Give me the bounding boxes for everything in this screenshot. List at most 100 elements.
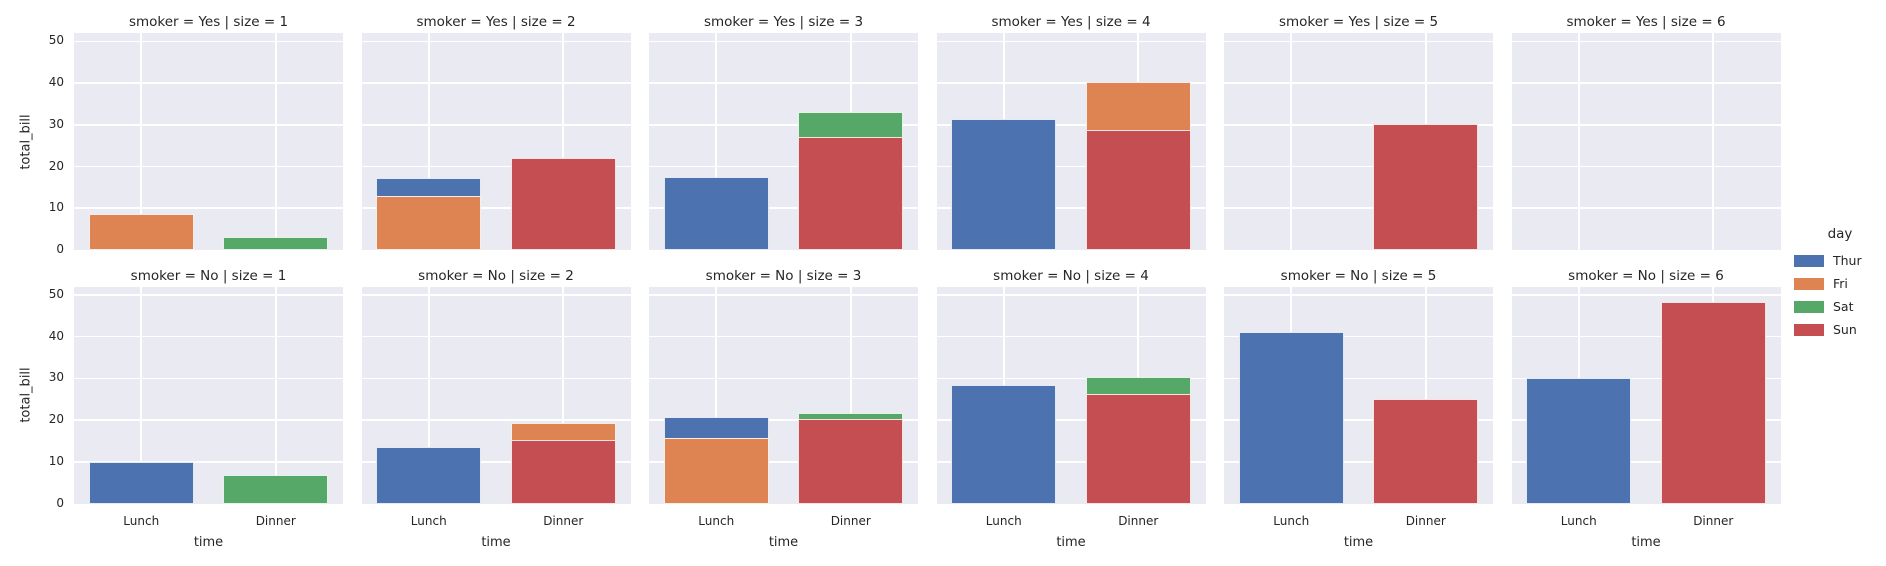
y-gridline bbox=[361, 335, 631, 338]
x-gridline bbox=[715, 33, 718, 250]
x-gridline bbox=[140, 33, 143, 250]
y-gridline bbox=[936, 82, 1206, 84]
y-tick-label: 30 bbox=[48, 116, 64, 131]
bar-dinner-sun bbox=[1085, 394, 1191, 504]
legend-entry-sat: Sat bbox=[1794, 295, 1886, 318]
y-gridline bbox=[1224, 207, 1493, 210]
subplot-title: smoker = Yes | size = 4 bbox=[991, 14, 1151, 30]
subplot-title: smoker = Yes | size = 2 bbox=[416, 14, 576, 30]
y-axis-label: total_bill bbox=[18, 367, 34, 423]
bar-lunch-thur bbox=[88, 462, 194, 504]
y-axis-label: total_bill bbox=[18, 113, 34, 170]
y-gridline bbox=[361, 82, 631, 84]
y-tick-label: 10 bbox=[48, 200, 64, 215]
x-tick-label: Lunch bbox=[698, 514, 735, 528]
bar-lunch-thur bbox=[951, 385, 1057, 504]
subplot-smoker-yes-size-5 bbox=[1224, 33, 1493, 250]
y-gridline bbox=[649, 460, 918, 463]
y-gridline bbox=[936, 40, 1206, 43]
bar-lunch-fri bbox=[376, 195, 482, 250]
y-gridline bbox=[649, 294, 918, 296]
y-gridline bbox=[1224, 294, 1493, 296]
y-gridline bbox=[936, 460, 1206, 463]
x-tick-label: Dinner bbox=[255, 514, 296, 528]
x-tick-label: Lunch bbox=[1273, 514, 1310, 528]
y-gridline bbox=[649, 165, 918, 168]
bar-dinner-sun bbox=[1373, 123, 1479, 250]
y-gridline bbox=[649, 377, 918, 380]
x-gridline bbox=[274, 33, 277, 250]
y-gridline bbox=[74, 294, 343, 296]
y-gridline bbox=[1511, 294, 1781, 296]
y-gridline bbox=[1224, 82, 1493, 84]
legend-entries: Thur Fri Sat Sun bbox=[1794, 249, 1886, 341]
subplot-title: smoker = Yes | size = 1 bbox=[128, 14, 289, 30]
legend: day Thur Fri Sat Sun bbox=[1794, 226, 1886, 341]
x-tick-label: Lunch bbox=[410, 514, 447, 528]
subplot-title: smoker = No | size = 6 bbox=[1568, 267, 1724, 284]
y-gridline bbox=[74, 207, 343, 210]
legend-swatch-fri bbox=[1794, 277, 1824, 290]
y-gridline bbox=[361, 377, 631, 380]
y-gridline bbox=[649, 207, 918, 210]
y-gridline bbox=[1511, 165, 1781, 168]
y-gridline bbox=[74, 377, 343, 380]
y-gridline bbox=[649, 419, 918, 421]
y-gridline bbox=[649, 124, 918, 126]
legend-entry-sun: Sun bbox=[1794, 318, 1886, 341]
y-gridline bbox=[936, 419, 1206, 421]
subplot-title: smoker = Yes | size = 3 bbox=[703, 14, 864, 30]
bar-dinner-sun bbox=[510, 439, 616, 504]
y-gridline bbox=[361, 124, 631, 126]
bar-lunch-fri bbox=[88, 213, 194, 250]
y-tick-label: 0 bbox=[56, 495, 64, 510]
y-gridline bbox=[1511, 207, 1781, 210]
legend-title: day bbox=[1827, 226, 1853, 242]
x-gridline bbox=[427, 33, 430, 250]
x-tick-label: Dinner bbox=[1118, 514, 1159, 528]
y-gridline bbox=[1224, 335, 1493, 338]
y-gridline bbox=[1224, 124, 1493, 126]
x-tick-label: Lunch bbox=[985, 514, 1022, 528]
y-gridline bbox=[361, 40, 631, 43]
subplot-smoker-no-size-1 bbox=[74, 286, 343, 504]
subplot-title: smoker = No | size = 2 bbox=[418, 267, 574, 284]
x-tick-label: Dinner bbox=[543, 514, 584, 528]
bar-dinner-sun bbox=[798, 137, 904, 250]
subplot-title: smoker = No | size = 5 bbox=[1280, 267, 1437, 284]
y-gridline bbox=[1511, 335, 1781, 338]
x-gridline bbox=[562, 286, 565, 504]
legend-label: Sun bbox=[1833, 322, 1857, 337]
y-tick-label: 0 bbox=[56, 242, 64, 256]
x-gridline bbox=[427, 286, 430, 504]
bar-dinner-sun bbox=[510, 158, 616, 250]
y-gridline bbox=[361, 419, 631, 421]
subplot-smoker-no-size-5 bbox=[1224, 286, 1493, 504]
subplot-smoker-yes-size-1 bbox=[74, 33, 343, 250]
x-tick-label: Dinner bbox=[1693, 514, 1734, 528]
y-gridline bbox=[1224, 165, 1493, 168]
y-tick-label: 20 bbox=[48, 412, 64, 427]
subplot-title: smoker = No | size = 4 bbox=[993, 267, 1149, 284]
x-gridline bbox=[715, 286, 718, 504]
x-axis-label: time bbox=[1056, 535, 1086, 550]
y-gridline bbox=[649, 82, 918, 84]
y-gridline bbox=[936, 377, 1206, 380]
y-gridline bbox=[1511, 377, 1781, 380]
legend-entry-fri: Fri bbox=[1794, 272, 1886, 295]
y-tick-label: 30 bbox=[48, 370, 64, 385]
y-gridline bbox=[936, 165, 1206, 168]
bar-lunch-thur bbox=[663, 176, 769, 250]
y-gridline bbox=[936, 294, 1206, 296]
x-gridline bbox=[274, 286, 277, 504]
x-gridline bbox=[1577, 33, 1580, 250]
y-tick-label: 50 bbox=[48, 33, 64, 48]
y-gridline bbox=[936, 335, 1206, 338]
y-gridline bbox=[936, 124, 1206, 126]
y-tick-label: 50 bbox=[48, 286, 64, 301]
bar-lunch-thur bbox=[1526, 377, 1632, 504]
bar-lunch-thur bbox=[1238, 331, 1344, 504]
subplot-smoker-yes-size-4 bbox=[936, 33, 1206, 250]
y-gridline bbox=[1511, 40, 1781, 43]
subplot-smoker-no-size-4 bbox=[936, 286, 1206, 504]
